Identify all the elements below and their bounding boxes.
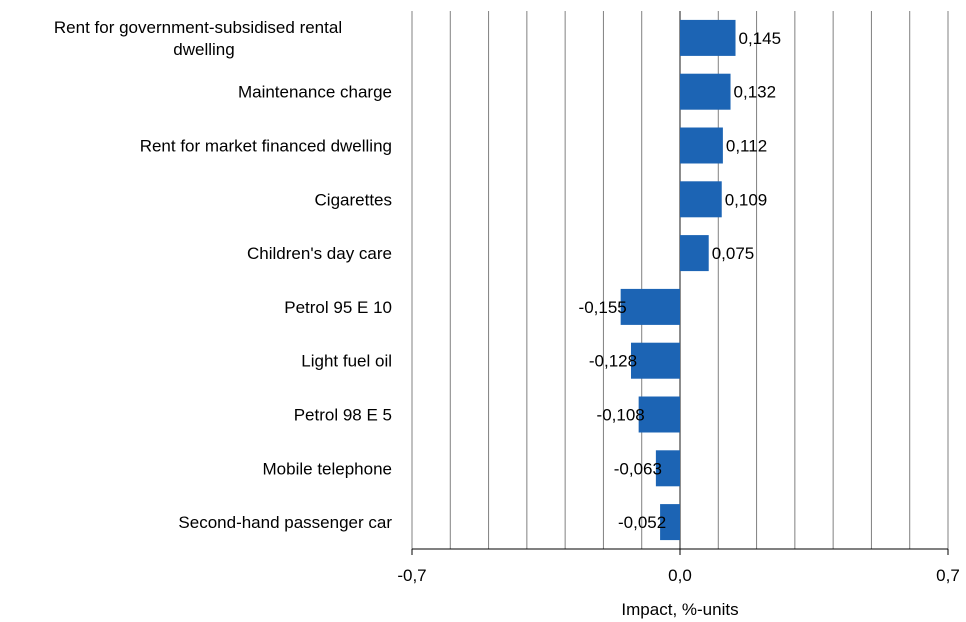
bar	[680, 127, 723, 164]
data-label: 0,112	[726, 137, 767, 156]
category-label: Mobile telephone	[263, 459, 392, 478]
category-labels: Rent for government-subsidised rental dwe…	[54, 18, 392, 532]
data-label: 0,145	[739, 29, 782, 48]
value-labels: 0,145 0,132 0,112 0,109 0,075 -0,155 -0,128 -0,…	[579, 29, 782, 532]
data-label: -0,108	[597, 406, 645, 425]
bar	[680, 181, 722, 218]
bar	[638, 396, 680, 433]
data-label: -0,063	[614, 459, 662, 478]
x-tick-label: -0,7	[397, 566, 426, 585]
category-label: Petrol 95 E 10	[284, 298, 392, 317]
category-label: Rent for government-subsidised rental dwe…	[54, 18, 342, 59]
category-label: Cigarettes	[315, 190, 392, 209]
bar	[630, 342, 680, 379]
data-label: -0,155	[579, 298, 627, 317]
data-label: 0,109	[725, 190, 768, 209]
category-label: Petrol 98 E 5	[294, 406, 392, 425]
category-label: Rent for market financed dwelling	[140, 137, 392, 156]
grid-lines	[411, 11, 949, 549]
category-label: Children's day care	[247, 244, 392, 263]
x-tick-label: 0,0	[668, 566, 692, 585]
bar	[660, 504, 680, 541]
data-label: 0,075	[712, 244, 755, 263]
data-label: 0,132	[734, 83, 777, 102]
category-label: Light fuel oil	[301, 352, 392, 371]
bar	[655, 450, 680, 487]
bar	[680, 19, 736, 56]
x-tick-label: 0,7	[936, 566, 960, 585]
bar	[620, 288, 680, 325]
bar	[680, 73, 731, 110]
bars	[620, 19, 736, 541]
category-label: Maintenance charge	[238, 83, 392, 102]
bar	[680, 235, 709, 272]
data-label: -0,052	[618, 513, 666, 532]
category-label: Second-hand passenger car	[178, 513, 392, 532]
data-label: -0,128	[589, 352, 637, 371]
x-axis: -0,7 0,0 0,7	[397, 548, 960, 585]
x-axis-title: Impact, %-units	[621, 600, 738, 619]
